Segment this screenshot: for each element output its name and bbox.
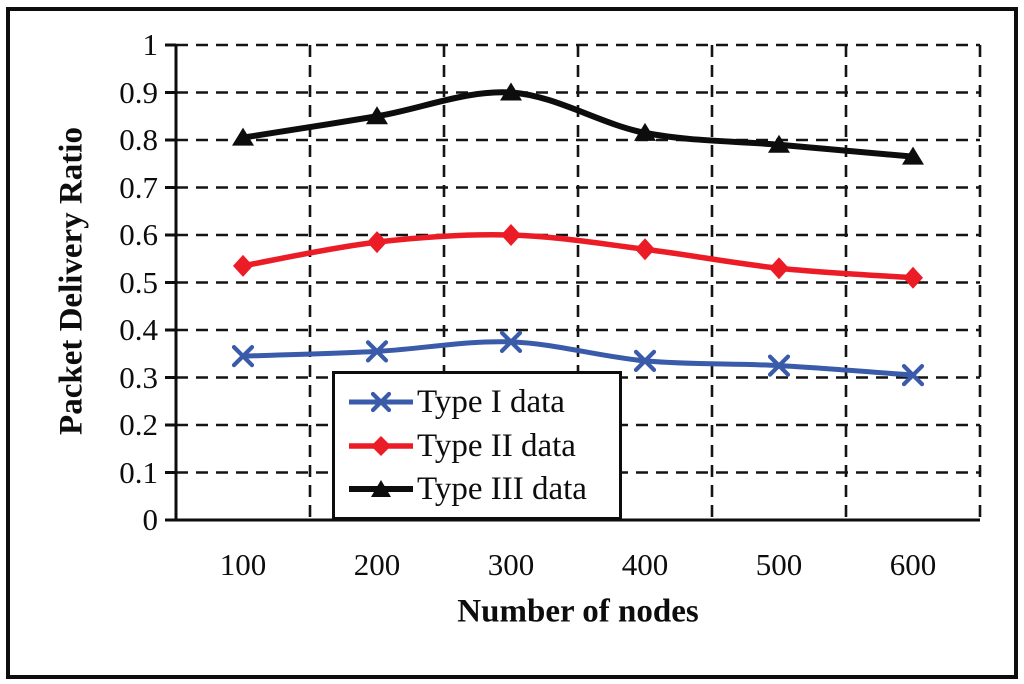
legend-swatch-triangle-up-marker — [349, 480, 413, 498]
y-tick-label: 0.7 — [119, 169, 158, 205]
x-tick-label: 500 — [755, 547, 803, 582]
series-line — [240, 89, 916, 160]
y-tick-label: 0.1 — [119, 454, 158, 490]
y-tick-label: 0.9 — [119, 74, 158, 110]
x-cross-marker — [767, 354, 791, 377]
y-tick-label: 0 — [142, 502, 159, 537]
diamond-marker — [501, 224, 521, 246]
legend-item: Type III data — [347, 471, 619, 507]
triangle-up-marker — [371, 480, 391, 498]
x-cross-marker — [633, 349, 657, 372]
y-tick-label: 1 — [142, 27, 159, 62]
triangle-up-marker — [902, 146, 924, 165]
diamond-marker — [233, 254, 253, 277]
x-cross-marker — [370, 391, 392, 412]
x-tick-label: 200 — [353, 547, 401, 582]
legend-label: Type III data — [417, 471, 587, 508]
legend-label: Type I data — [417, 383, 565, 420]
diamond-marker — [903, 266, 923, 289]
y-tick-label: 0.3 — [119, 359, 158, 395]
legend-item: Type II data — [347, 428, 619, 464]
legend-swatch-diamond-marker — [349, 435, 413, 456]
legend-label: Type II data — [417, 427, 576, 464]
triangle-up-marker — [500, 82, 522, 101]
diamond-marker — [367, 231, 387, 254]
diamond-marker — [769, 257, 789, 280]
x-tick-label: 600 — [889, 547, 937, 582]
x-tick-label: 300 — [487, 547, 535, 582]
legend-swatch-x-cross-marker — [349, 391, 413, 412]
x-cross-marker — [365, 340, 389, 363]
triangle-up-marker — [634, 122, 656, 141]
y-tick-label: 0.2 — [119, 407, 158, 442]
diamond-marker — [371, 435, 391, 456]
diamond-marker — [635, 238, 655, 261]
triangle-up-marker — [366, 106, 388, 125]
y-tick-label: 0.5 — [119, 264, 158, 300]
x-cross-marker — [901, 364, 925, 387]
y-axis-title: Packet Delivery Ratio — [53, 127, 90, 435]
y-tick-label: 0.6 — [119, 217, 158, 252]
x-axis-title: Number of nodes — [457, 593, 699, 630]
y-tick-label: 0.8 — [119, 122, 158, 157]
series-line — [240, 232, 916, 281]
legend: Type I data Type II data Type III data — [332, 371, 622, 520]
triangle-up-marker — [768, 134, 790, 153]
y-tick-label: 0.4 — [119, 312, 158, 347]
triangle-up-marker — [232, 127, 254, 146]
series-line — [240, 339, 916, 378]
x-cross-marker — [499, 330, 523, 353]
legend-item: Type I data — [347, 384, 619, 420]
x-tick-label: 400 — [621, 547, 669, 582]
x-tick-label: 100 — [219, 547, 267, 582]
x-cross-marker — [231, 345, 255, 368]
